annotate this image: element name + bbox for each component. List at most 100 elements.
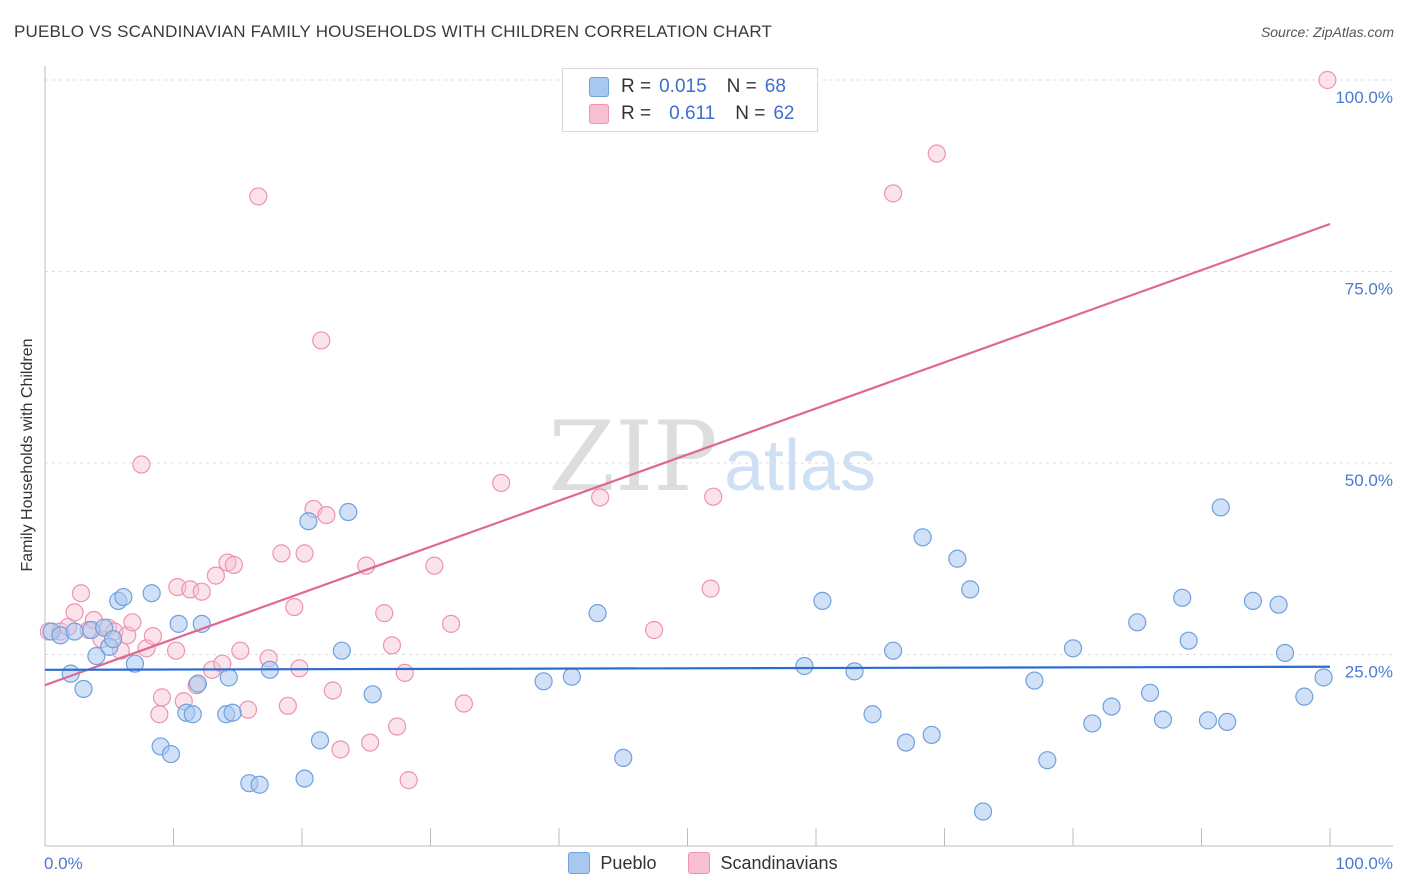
scandinavians-point xyxy=(143,627,163,646)
pueblo-point xyxy=(332,641,351,660)
pueblo-point xyxy=(223,703,242,722)
scandinavians-point xyxy=(224,555,243,574)
pueblo-point xyxy=(588,604,607,623)
pueblo-point xyxy=(188,674,208,693)
pueblo-point xyxy=(1102,697,1121,716)
r-value-pueblo: 0.015 xyxy=(659,76,707,97)
scandinavians-point xyxy=(312,331,331,350)
watermark-atlas: atlas xyxy=(724,426,876,506)
scandinavians-point xyxy=(1318,70,1337,90)
n-label: N = xyxy=(726,76,757,97)
scandinavians-point xyxy=(150,705,169,724)
pueblo-point xyxy=(795,656,814,676)
pueblo-point xyxy=(961,580,980,599)
pueblo-point xyxy=(295,769,314,788)
series-legend: Pueblo Scandinavians xyxy=(0,852,1406,874)
pueblo-point xyxy=(1153,710,1173,729)
scandinavians-point xyxy=(285,597,304,617)
pueblo-point xyxy=(896,733,916,752)
scandinavians-point xyxy=(399,771,418,790)
scandinavians-point xyxy=(166,641,186,660)
pueblo-point xyxy=(562,667,581,686)
legend-label-pueblo: Pueblo xyxy=(600,852,657,873)
scandinavians-trend-line xyxy=(44,222,1331,687)
scandinavians-legend-swatch xyxy=(688,852,711,874)
pueblo-point xyxy=(1128,613,1147,632)
n-label: N = xyxy=(735,103,766,124)
stats-legend: R = 0.015 N = 68 R = 0.611 N = 62 xyxy=(562,68,818,132)
pueblo-point xyxy=(142,584,161,603)
stats-row-pueblo: R = 0.015 N = 68 xyxy=(589,75,786,99)
r-value-scandinavians: 0.611 xyxy=(669,103,716,124)
legend-label-scandinavians: Scandinavians xyxy=(720,852,838,873)
scandinavians-point xyxy=(323,681,342,700)
pueblo-point xyxy=(1083,714,1102,733)
scandinavians-point xyxy=(701,579,720,598)
scandinavians-point xyxy=(132,455,151,474)
pueblo-point xyxy=(922,725,941,745)
pueblo-point xyxy=(948,549,967,568)
r-label: R = xyxy=(621,76,652,97)
pueblo-point xyxy=(973,802,993,821)
legend-item-pueblo[interactable]: Pueblo xyxy=(568,852,656,874)
pueblo-point xyxy=(1218,712,1237,732)
scandinavians-swatch xyxy=(589,104,609,124)
r-label: R = xyxy=(621,103,652,124)
pueblo-point xyxy=(125,654,145,673)
pueblo-point xyxy=(1211,498,1230,517)
y-tick-label: 50.0% xyxy=(1345,471,1393,490)
scandinavians-point xyxy=(382,636,402,655)
chart-title: PUEBLO VS SCANDINAVIAN FAMILY HOUSEHOLDS… xyxy=(14,22,773,41)
pueblo-point xyxy=(813,591,832,610)
pueblo-point xyxy=(1179,631,1198,650)
pueblo-point xyxy=(169,614,188,633)
pueblo-point xyxy=(1038,751,1057,770)
scandinavians-point xyxy=(272,544,291,563)
y-tick-label: 25.0% xyxy=(1345,663,1393,682)
stats-row-scandinavians: R = 0.611 N = 62 xyxy=(589,102,795,126)
pueblo-point xyxy=(250,775,269,794)
pueblo-point xyxy=(65,622,84,641)
scandinavians-point xyxy=(591,488,610,507)
pueblo-point xyxy=(614,748,633,768)
scandinavians-point xyxy=(644,620,664,640)
n-value-scandinavians: 62 xyxy=(773,103,795,124)
scandinavians-point xyxy=(454,694,474,713)
pueblo-point xyxy=(310,731,330,750)
scandinavians-point xyxy=(375,604,394,623)
scandinavians-point xyxy=(704,487,723,506)
scandinavians-point xyxy=(71,584,91,603)
pueblo-point xyxy=(1063,639,1083,658)
scandinavians-point xyxy=(492,473,511,493)
pueblo-point xyxy=(1314,668,1333,687)
pueblo-point xyxy=(339,502,358,522)
source-label: Source: ZipAtlas.com xyxy=(1260,24,1394,40)
pueblo-point xyxy=(1025,671,1044,690)
pueblo-legend-swatch xyxy=(568,852,591,874)
pueblo-point xyxy=(1198,711,1218,730)
scandinavians-point xyxy=(152,688,172,707)
legend-item-scandinavians[interactable]: Scandinavians xyxy=(688,852,838,874)
scandinavians-point xyxy=(441,614,461,633)
pueblo-point xyxy=(1140,683,1160,702)
scandinavians-point xyxy=(927,144,946,163)
pueblo-point xyxy=(104,630,123,649)
scandinavians-point xyxy=(295,544,314,563)
scandinavians-point xyxy=(425,556,444,575)
scandinavians-point xyxy=(331,740,350,759)
pueblo-point xyxy=(74,679,93,699)
pueblo-point xyxy=(1243,591,1263,610)
scandinavians-point xyxy=(181,580,200,599)
pueblo-point xyxy=(363,685,382,704)
scandinavians-point xyxy=(238,700,258,719)
scandinavians-point xyxy=(387,717,407,736)
scandinavians-point xyxy=(395,663,414,682)
pueblo-point xyxy=(87,646,106,666)
pueblo-point xyxy=(219,668,238,687)
scandinavians-point xyxy=(231,641,250,660)
x-tick-label: 100.0% xyxy=(1335,854,1393,873)
scandinavians-point xyxy=(123,613,142,632)
pueblo-point xyxy=(183,705,202,724)
pueblo-trend-line xyxy=(44,665,1331,671)
